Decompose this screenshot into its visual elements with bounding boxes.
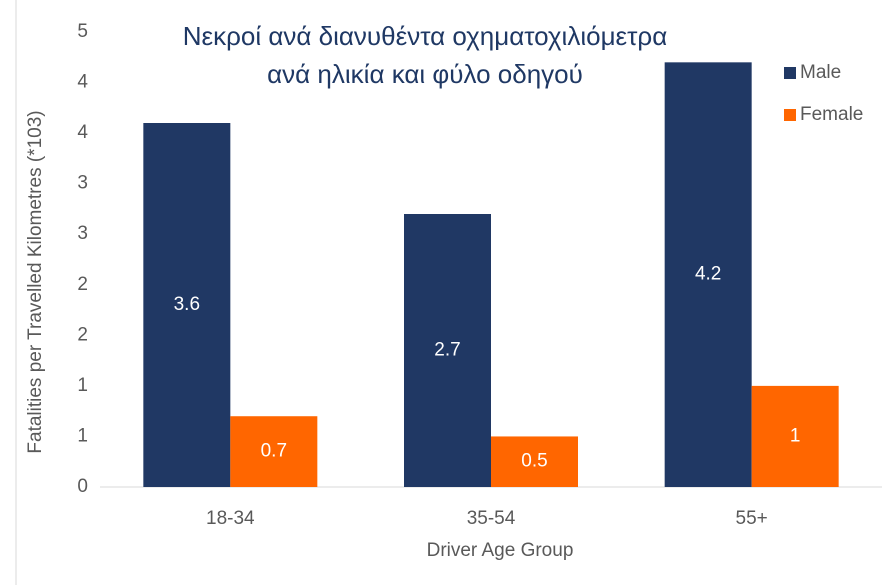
y-tick-label: 4 — [77, 122, 88, 143]
data-label: 0.7 — [261, 441, 287, 462]
bar — [404, 214, 491, 487]
legend-swatch — [784, 67, 796, 79]
y-tick-label: 5 — [77, 21, 88, 42]
y-axis-label: Fatalities per Travelled Kilometres (*10… — [25, 110, 46, 453]
legend-label: Male — [800, 62, 841, 83]
y-tick-label: 4 — [77, 72, 88, 93]
chart-title: Νεκροί ανά διανυθέντα οχηματοχιλιόμετρα — [183, 21, 667, 51]
bar — [664, 62, 752, 487]
y-tick-label: 3 — [77, 223, 88, 244]
y-tick-label: 2 — [77, 324, 88, 345]
x-tick-label: 55+ — [736, 508, 768, 529]
bar — [751, 385, 839, 487]
chart-title: ανά ηλικία και φύλο οδηγού — [267, 59, 583, 89]
legend-label: Female — [800, 104, 863, 125]
data-label: 0.5 — [521, 451, 547, 472]
bar — [143, 123, 231, 487]
y-tick-label: 1 — [77, 425, 88, 446]
x-tick-label: 35-54 — [467, 508, 516, 529]
bar — [230, 416, 318, 487]
y-tick-label: 1 — [77, 375, 88, 396]
y-tick-label: 3 — [77, 173, 88, 194]
bar — [491, 436, 578, 487]
data-label: 3.6 — [174, 294, 200, 315]
x-tick-label: 18-34 — [206, 508, 255, 529]
legend-swatch — [784, 109, 796, 121]
data-label: 4.2 — [695, 264, 721, 285]
x-axis-label: Driver Age Group — [427, 540, 574, 561]
data-label: 1 — [790, 425, 801, 446]
data-label: 2.7 — [434, 340, 460, 361]
y-tick-label: 2 — [77, 274, 88, 295]
y-tick-label: 0 — [77, 476, 88, 497]
